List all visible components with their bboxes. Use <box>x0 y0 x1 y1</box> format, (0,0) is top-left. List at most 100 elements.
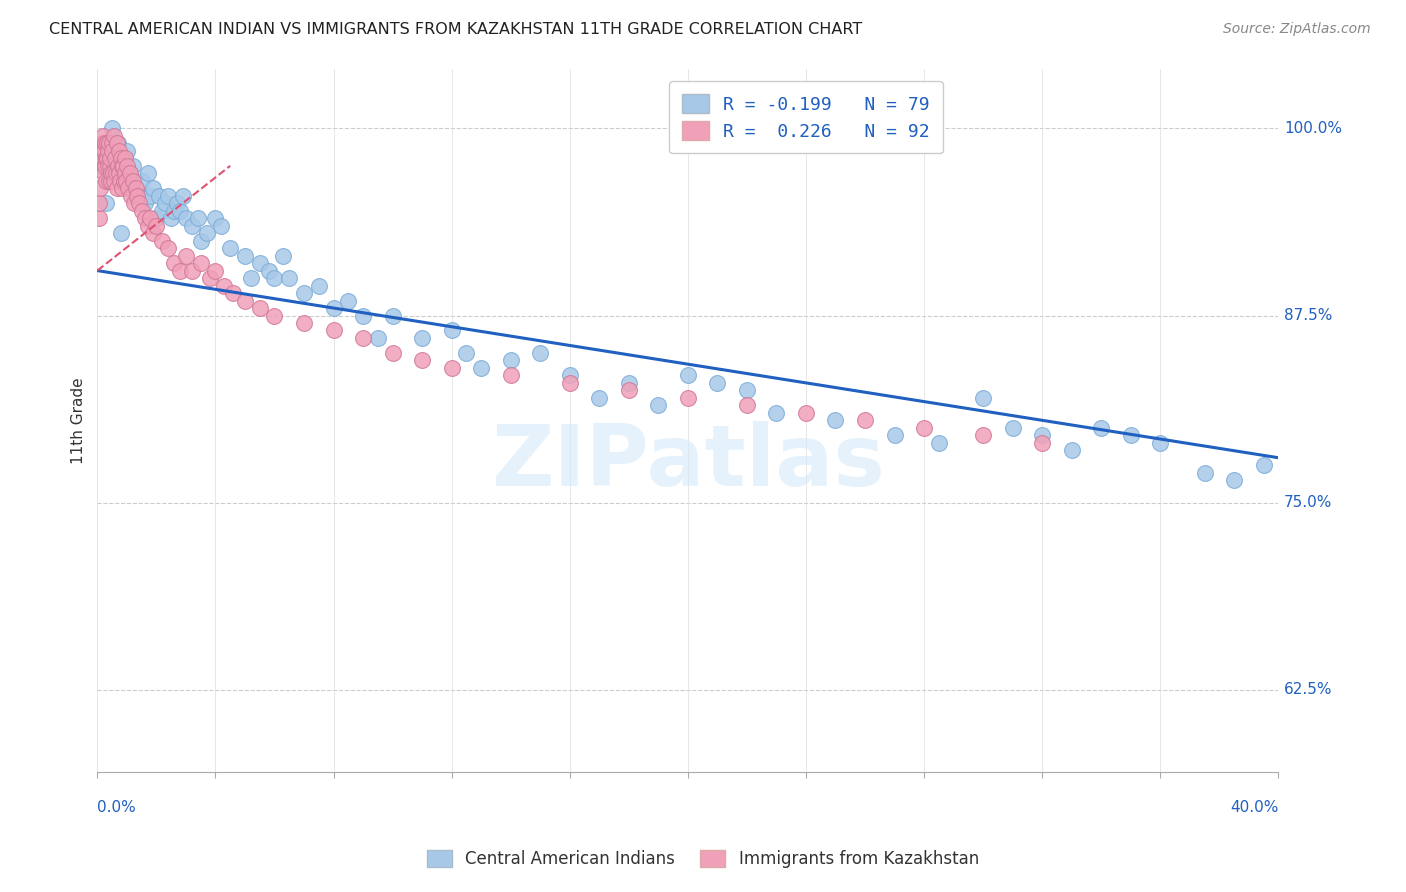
Point <box>257 263 280 277</box>
Point <box>174 249 197 263</box>
Point <box>222 286 245 301</box>
Point <box>195 226 218 240</box>
Point <box>794 406 817 420</box>
Point <box>1253 458 1275 473</box>
Point <box>142 181 165 195</box>
Point <box>169 203 191 218</box>
Point <box>824 413 846 427</box>
Point <box>157 188 180 202</box>
Point <box>117 181 139 195</box>
Point <box>928 435 950 450</box>
Point <box>93 166 115 180</box>
Point <box>440 324 463 338</box>
Point <box>1060 443 1083 458</box>
Point <box>115 144 138 158</box>
Point <box>352 309 374 323</box>
Point <box>114 166 136 180</box>
Point <box>558 376 581 390</box>
Point <box>204 263 226 277</box>
Point <box>131 174 153 188</box>
Point <box>735 384 758 398</box>
Point <box>499 353 522 368</box>
Text: 87.5%: 87.5% <box>1284 308 1333 323</box>
Point <box>90 152 112 166</box>
Point <box>163 256 186 270</box>
Point <box>100 166 122 180</box>
Text: 40.0%: 40.0% <box>1230 800 1278 815</box>
Point <box>180 219 202 233</box>
Point <box>150 234 173 248</box>
Point <box>219 241 242 255</box>
Point <box>128 188 150 202</box>
Point <box>735 398 758 412</box>
Point <box>139 188 162 202</box>
Point <box>322 301 344 315</box>
Point <box>972 428 994 442</box>
Point <box>1149 435 1171 450</box>
Point <box>101 166 124 180</box>
Point <box>90 159 112 173</box>
Point <box>108 166 131 180</box>
Point <box>163 203 186 218</box>
Point <box>94 152 117 166</box>
Point <box>98 159 121 173</box>
Point <box>676 368 699 383</box>
Point <box>499 368 522 383</box>
Point <box>440 360 463 375</box>
Point <box>1001 421 1024 435</box>
Point <box>105 136 128 151</box>
Point <box>97 174 120 188</box>
Point <box>209 219 232 233</box>
Point <box>91 128 114 143</box>
Point <box>122 196 145 211</box>
Point <box>91 152 114 166</box>
Point <box>155 196 177 211</box>
Point <box>96 152 118 166</box>
Point <box>139 211 162 226</box>
Point <box>100 174 122 188</box>
Point <box>912 421 935 435</box>
Point <box>98 136 121 151</box>
Legend: R = -0.199   N = 79, R =  0.226   N = 92: R = -0.199 N = 79, R = 0.226 N = 92 <box>669 81 942 153</box>
Text: 75.0%: 75.0% <box>1284 495 1333 510</box>
Point <box>104 152 127 166</box>
Point <box>111 159 134 173</box>
Point <box>110 226 132 240</box>
Point <box>214 278 236 293</box>
Point <box>145 211 167 226</box>
Point <box>172 188 194 202</box>
Point <box>97 159 120 173</box>
Point <box>166 196 188 211</box>
Point <box>352 331 374 345</box>
Point <box>198 271 221 285</box>
Text: Source: ZipAtlas.com: Source: ZipAtlas.com <box>1223 22 1371 37</box>
Point <box>187 211 209 226</box>
Point <box>127 188 149 202</box>
Point <box>308 278 330 293</box>
Point <box>322 324 344 338</box>
Point <box>105 181 128 195</box>
Point <box>103 128 125 143</box>
Point <box>853 413 876 427</box>
Point <box>1194 466 1216 480</box>
Point <box>110 152 132 166</box>
Point <box>142 226 165 240</box>
Point <box>134 211 156 226</box>
Point <box>89 196 111 211</box>
Point <box>456 346 478 360</box>
Point <box>131 203 153 218</box>
Point <box>1090 421 1112 435</box>
Point <box>239 271 262 285</box>
Point <box>1119 428 1142 442</box>
Point <box>121 174 143 188</box>
Point <box>136 219 159 233</box>
Point <box>190 234 212 248</box>
Point <box>128 196 150 211</box>
Point <box>249 256 271 270</box>
Point <box>115 159 138 173</box>
Point <box>118 166 141 180</box>
Point <box>96 136 118 151</box>
Point <box>529 346 551 360</box>
Point <box>647 398 669 412</box>
Point <box>145 219 167 233</box>
